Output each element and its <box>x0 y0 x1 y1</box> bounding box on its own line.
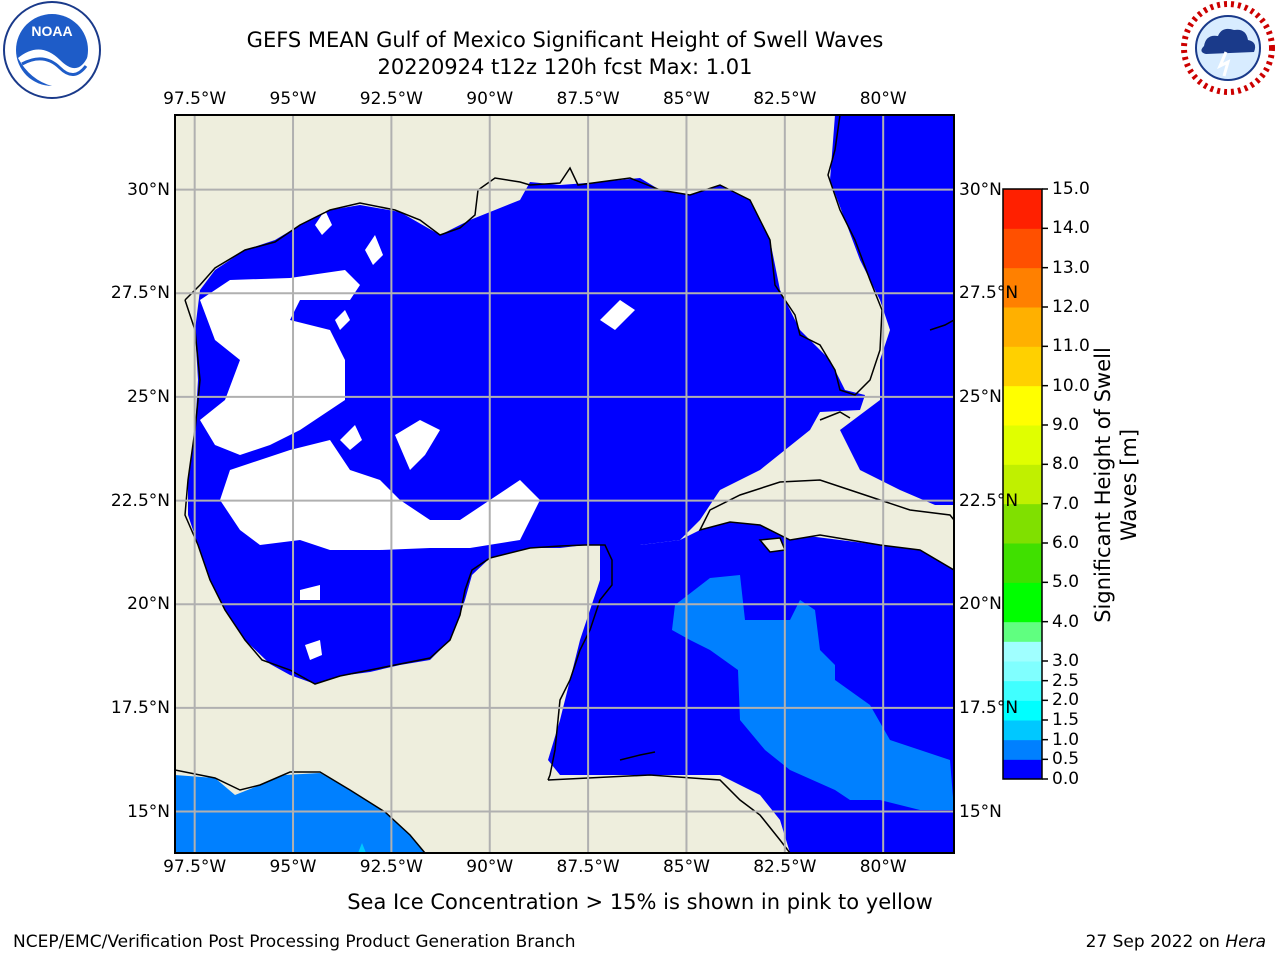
lat-tick-label-right: 25°N <box>959 386 1002 407</box>
footer-credit: NCEP/EMC/Verification Post Processing Pr… <box>13 932 576 952</box>
colorbar-segment <box>1003 346 1042 387</box>
colorbar-tick-label: 0.0 <box>1052 769 1080 789</box>
colorbar-tick-label: 1.5 <box>1052 710 1080 730</box>
lat-tick-label-left: 17.5°N <box>110 697 170 718</box>
chart-title: GEFS MEAN Gulf of Mexico Significant Hei… <box>246 28 884 52</box>
colorbar-tick-label: 15.0 <box>1052 179 1090 199</box>
colorbar-segment <box>1003 189 1042 229</box>
lat-tick-label-right: 22.5°N <box>959 490 1019 511</box>
colorbar-segment <box>1003 739 1042 760</box>
lat-tick-label-left: 30°N <box>127 179 170 200</box>
lon-tick-label-bottom: 97.5°W <box>163 857 227 877</box>
colorbar-segment <box>1003 543 1042 583</box>
colorbar-segment <box>1003 228 1042 269</box>
lat-tick-label-right: 20°N <box>959 594 1002 615</box>
colorbar-tick-label: 2.0 <box>1052 690 1080 711</box>
lat-tick-label-left: 27.5°N <box>110 283 170 304</box>
lon-tick-label-top: 92.5°W <box>359 89 423 109</box>
colorbar-tick-label: 10.0 <box>1052 375 1090 396</box>
lat-tick-label-right: 27.5°N <box>959 283 1019 304</box>
colorbar-tick-label: 7.0 <box>1052 493 1080 514</box>
colorbar-segment <box>1003 267 1042 308</box>
colorbar-tick-label: 13.0 <box>1052 257 1090 278</box>
colorbar-tick-label: 8.0 <box>1052 454 1080 475</box>
map-frame <box>174 114 955 854</box>
footer-date-text: 27 Sep 2022 on <box>1085 932 1226 952</box>
lat-tick-label-left: 20°N <box>127 594 170 615</box>
colorbar-label-line1: Significant Height of Swell <box>1091 347 1115 623</box>
colorbar-tick-label: 14.0 <box>1052 218 1090 239</box>
noaa-logo: NOAA <box>3 1 101 99</box>
colorbar-tick-label: 9.0 <box>1052 415 1080 435</box>
lon-tick-label-bottom: 87.5°W <box>556 857 620 877</box>
pacific-swell-peak <box>358 843 366 853</box>
lat-tick-label-right: 17.5°N <box>959 697 1019 718</box>
colorbar-segment <box>1003 661 1042 682</box>
lon-tick-label-top: 87.5°W <box>556 89 620 109</box>
lon-tick-label-bottom: 82.5°W <box>753 857 817 877</box>
colorbar-segment <box>1003 759 1042 780</box>
lat-tick-label-left: 25°N <box>127 386 170 407</box>
lon-tick-label-top: 82.5°W <box>753 89 817 109</box>
svg-text:NOAA: NOAA <box>31 23 72 39</box>
lon-tick-label-top: 90°W <box>466 89 514 109</box>
pacific-swell-field <box>175 773 425 853</box>
coastlines <box>175 115 954 853</box>
colorbar-label: Significant Height of Swell Waves [m] <box>1090 347 1142 623</box>
colorbar-tick-label: 11.0 <box>1052 336 1090 357</box>
nws-logo <box>1181 1 1275 95</box>
colorbar <box>1003 188 1048 780</box>
graticule <box>175 115 954 853</box>
map-area <box>175 115 954 853</box>
chart-subtitle: 20220924 t12z 120h fcst Max: 1.01 <box>377 55 753 79</box>
footer-host: Hera <box>1225 932 1266 952</box>
colorbar-tick-label: 2.5 <box>1052 670 1080 691</box>
gulf-swell-field <box>188 178 865 684</box>
lat-tick-label-right: 15°N <box>959 801 1002 822</box>
lon-tick-label-top: 85°W <box>662 89 710 109</box>
sea-ice-note: Sea Ice Concentration > 15% is shown in … <box>347 890 933 914</box>
lat-tick-label-left: 15°N <box>127 801 170 822</box>
colorbar-segment <box>1003 307 1042 347</box>
lat-tick-label-left: 22.5°N <box>110 490 170 511</box>
colorbar-segment <box>1003 621 1042 642</box>
lon-tick-label-bottom: 80°W <box>859 857 907 877</box>
colorbar-segment <box>1003 700 1042 721</box>
lon-tick-label-top: 95°W <box>269 89 317 109</box>
nodata-patches <box>200 210 635 660</box>
colorbar-frame <box>1002 188 1043 780</box>
colorbar-tick-label: 5.0 <box>1052 572 1080 593</box>
colorbar-tick-label: 4.0 <box>1052 611 1080 632</box>
colorbar-segment <box>1003 464 1042 505</box>
colorbar-tick-label: 1.0 <box>1052 729 1080 750</box>
lat-tick-label-right: 30°N <box>959 179 1002 200</box>
lon-tick-label-bottom: 85°W <box>662 857 710 877</box>
atlantic-swell-field <box>830 115 954 505</box>
lon-tick-label-bottom: 90°W <box>466 857 514 877</box>
colorbar-segment <box>1003 425 1042 465</box>
colorbar-segment <box>1003 385 1042 426</box>
colorbar-segment <box>1003 641 1042 662</box>
colorbar-tick-label: 6.0 <box>1052 533 1080 553</box>
footer-date: 27 Sep 2022 on Hera <box>1086 932 1266 952</box>
lon-tick-label-top: 97.5°W <box>163 89 227 109</box>
colorbar-tick-label: 12.0 <box>1052 297 1090 317</box>
colorbar-segment <box>1003 503 1042 544</box>
colorbar-segment <box>1003 720 1042 741</box>
colorbar-label-line2: Waves [m] <box>1117 428 1141 542</box>
colorbar-segment <box>1003 680 1042 701</box>
colorbar-tick-label: 3.0 <box>1052 651 1080 671</box>
lon-tick-label-bottom: 95°W <box>269 857 317 877</box>
colorbar-segment <box>1003 582 1042 623</box>
lon-tick-label-top: 80°W <box>859 89 907 109</box>
lon-tick-label-bottom: 92.5°W <box>359 857 423 877</box>
colorbar-tick-label: 0.5 <box>1052 749 1080 770</box>
